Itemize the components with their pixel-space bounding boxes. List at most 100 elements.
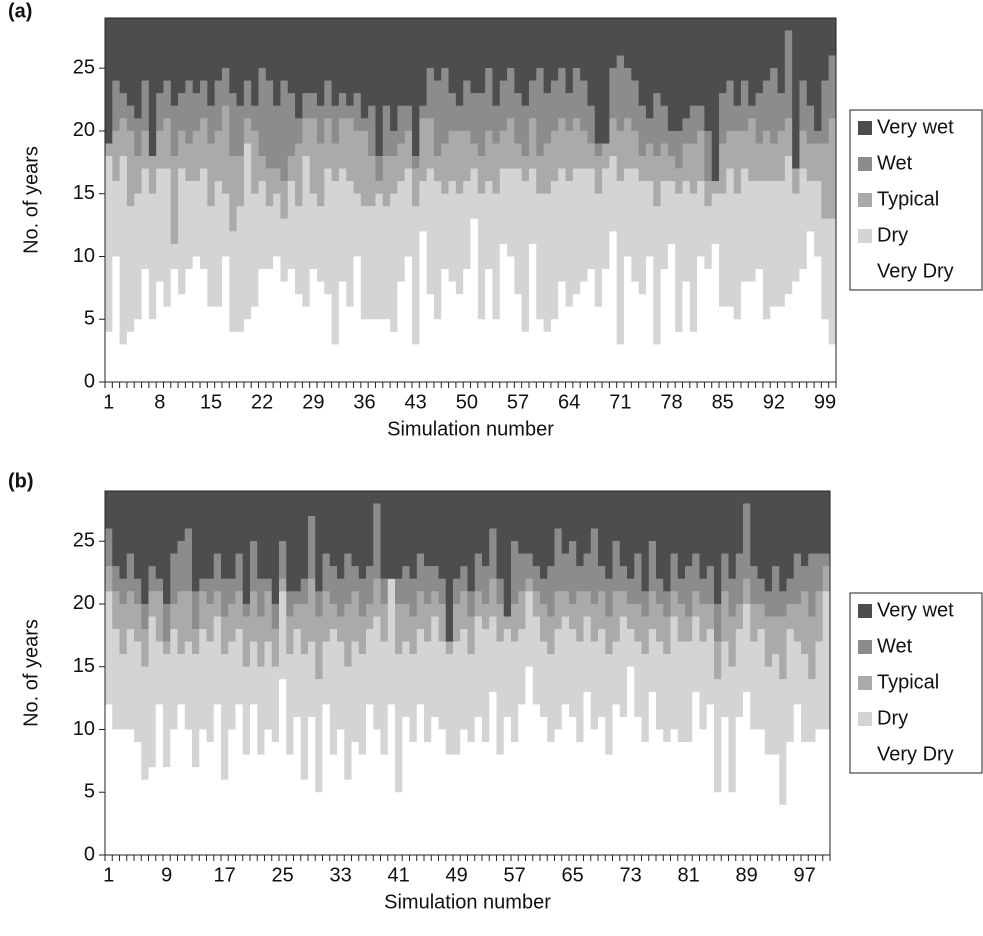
bar-segment bbox=[279, 541, 287, 579]
bar-segment bbox=[448, 181, 457, 282]
bar-segment bbox=[558, 68, 566, 119]
bar-segment bbox=[221, 256, 230, 382]
bar-segment bbox=[598, 629, 606, 717]
bar-segment bbox=[814, 130, 822, 144]
bar-segment bbox=[784, 118, 793, 157]
bar-segment bbox=[344, 553, 352, 604]
bar-segment bbox=[344, 491, 352, 554]
bar-segment bbox=[302, 93, 311, 119]
bar-segment bbox=[477, 156, 486, 194]
bar-segment bbox=[554, 491, 563, 529]
bar-segment bbox=[351, 566, 360, 592]
bar-segment bbox=[141, 603, 149, 630]
bar-segment bbox=[463, 269, 471, 382]
bar-segment bbox=[814, 18, 822, 131]
bar-segment bbox=[382, 319, 391, 382]
bar-segment bbox=[229, 156, 237, 232]
bar-segment bbox=[170, 491, 178, 554]
bar-segment bbox=[258, 181, 267, 270]
bar-segment bbox=[770, 68, 778, 144]
bar-segment bbox=[105, 143, 113, 157]
panel-label: (b) bbox=[8, 470, 34, 492]
bar-segment bbox=[706, 629, 715, 705]
bar-segment bbox=[126, 591, 135, 630]
bar-segment bbox=[286, 591, 294, 617]
bar-segment bbox=[612, 541, 621, 592]
bar-segment bbox=[395, 491, 403, 579]
legend-swatch bbox=[858, 229, 872, 243]
bar-segment bbox=[382, 105, 391, 157]
bar-segment bbox=[185, 143, 194, 182]
x-tick-label: 71 bbox=[609, 391, 631, 413]
bar-segment bbox=[309, 93, 318, 119]
bar-segment bbox=[316, 281, 325, 382]
bar-segment bbox=[808, 679, 816, 743]
bar-segment bbox=[648, 491, 657, 542]
bar-segment bbox=[704, 269, 713, 382]
bar-segment bbox=[426, 68, 435, 119]
bar-segment bbox=[735, 629, 744, 717]
bar-segment bbox=[258, 156, 267, 182]
bar-segment bbox=[448, 281, 457, 382]
bar-segment bbox=[441, 269, 449, 382]
bar-segment bbox=[801, 566, 809, 592]
bar-segment bbox=[170, 269, 179, 382]
bar-segment bbox=[279, 491, 287, 542]
bar-segment bbox=[273, 18, 281, 106]
bar-segment bbox=[280, 18, 289, 81]
bar-segment bbox=[670, 553, 679, 592]
bar-segment bbox=[258, 68, 267, 157]
bar-segment bbox=[689, 105, 698, 144]
bar-segment bbox=[445, 491, 454, 642]
bar-segment bbox=[569, 716, 577, 855]
bar-segment bbox=[126, 18, 135, 106]
bar-segment bbox=[507, 168, 515, 257]
bar-segment bbox=[594, 156, 603, 194]
bar-segment bbox=[404, 256, 413, 382]
bar-segment bbox=[344, 666, 352, 780]
bar-segment bbox=[634, 641, 642, 717]
bar-segment bbox=[156, 18, 164, 94]
bar-segment bbox=[704, 18, 713, 131]
bar-segment bbox=[412, 18, 420, 157]
bar-segment bbox=[257, 491, 265, 579]
bar-segment bbox=[424, 566, 432, 604]
bar-segment bbox=[757, 603, 766, 630]
bar-segment bbox=[351, 591, 360, 642]
bar-segment bbox=[750, 603, 758, 642]
bar-segment bbox=[184, 528, 193, 592]
bar-segment bbox=[757, 629, 766, 730]
bar-segment bbox=[660, 105, 669, 144]
bar-segment bbox=[735, 491, 744, 554]
bar-segment bbox=[235, 553, 244, 592]
bar-segment bbox=[375, 319, 384, 382]
bar-segment bbox=[178, 18, 186, 94]
bar-segment bbox=[273, 168, 281, 194]
bar-segment bbox=[645, 18, 654, 119]
bar-segment bbox=[590, 603, 599, 642]
bar-segment bbox=[777, 93, 786, 131]
bar-segment bbox=[119, 578, 128, 604]
bar-segment bbox=[777, 306, 786, 382]
bar-segment bbox=[612, 704, 621, 855]
bar-segment bbox=[755, 18, 764, 94]
x-tick-label: 17 bbox=[214, 864, 236, 886]
bar-segment bbox=[338, 118, 347, 169]
bar-segment bbox=[402, 603, 410, 642]
bar-segment bbox=[467, 616, 476, 655]
bar-segment bbox=[706, 603, 715, 630]
bar-segment bbox=[213, 704, 222, 855]
bar-segment bbox=[213, 491, 222, 554]
bar-segment bbox=[590, 491, 599, 529]
bar-segment bbox=[605, 491, 613, 579]
bar-segment bbox=[329, 603, 338, 630]
bar-segment bbox=[692, 553, 700, 592]
bar-segment bbox=[119, 156, 128, 345]
bar-segment bbox=[148, 156, 157, 194]
bar-segment bbox=[453, 603, 461, 642]
bar-segment bbox=[616, 344, 625, 382]
bar-segment bbox=[463, 130, 471, 182]
bar-segment bbox=[689, 143, 698, 194]
bar-segment bbox=[714, 603, 722, 642]
bar-segment bbox=[112, 491, 120, 567]
